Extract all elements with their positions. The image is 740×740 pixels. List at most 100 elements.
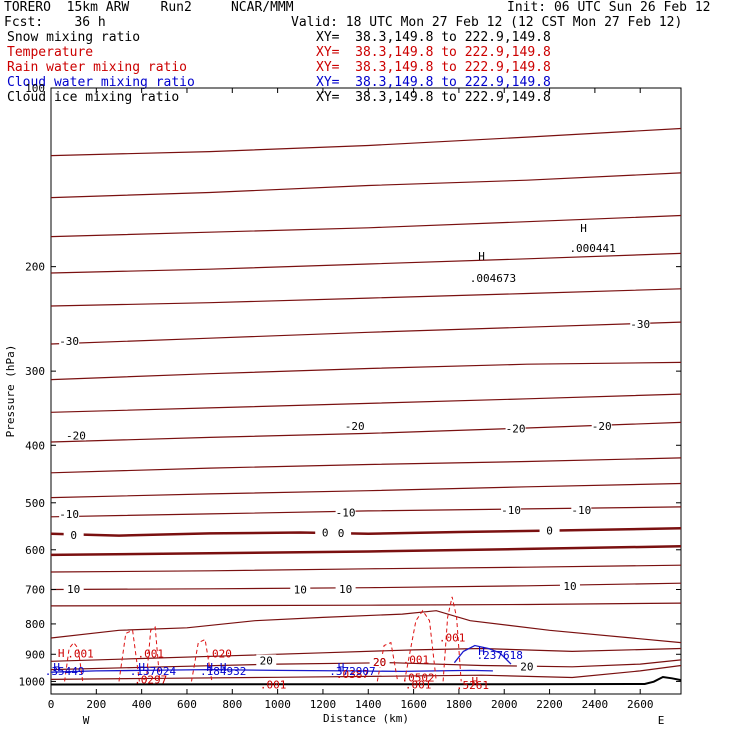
- isotherm-label: 10: [294, 584, 307, 597]
- cloud-ice-max: H: [478, 250, 485, 263]
- isotherm-label-bg: [501, 503, 522, 515]
- isotherm-label: -10: [336, 506, 356, 519]
- y-tick-label: 900: [25, 648, 45, 661]
- model-title: TORERO 15km ARW Run2 NCAR/MMM: [4, 0, 294, 15]
- isotherm-label-bg: [630, 318, 651, 330]
- y-tick-label: 1000: [19, 675, 46, 688]
- isotherm-label-bg: [63, 529, 84, 541]
- isotherm-label: 0: [70, 529, 77, 542]
- isotherm-label: -30: [630, 318, 650, 331]
- isotherm-label-bg: [65, 429, 86, 441]
- x-tick-label: 2200: [536, 698, 563, 711]
- cloud-water-max: H: [53, 661, 60, 674]
- rain-water-label: .0297: [134, 673, 167, 686]
- isotherm-line: [50, 582, 682, 591]
- x-tick-label: 400: [132, 698, 152, 711]
- field-name-cloud-ice: Cloud ice mixing ratio: [7, 90, 180, 105]
- isotherm-label-bg: [591, 419, 612, 431]
- y-tick-label: 700: [25, 584, 45, 597]
- isotherm-label-bg: [335, 583, 356, 595]
- isotherm-label: -10: [501, 504, 521, 517]
- isotherm-line: [50, 288, 682, 307]
- isotherm-label: -30: [59, 335, 79, 348]
- cloud-water-label: .372907: [329, 665, 375, 678]
- field-xy-cloud-water: XY= 38.3,149.8 to 222.9,149.8: [316, 75, 551, 90]
- rain-water-label: .001: [439, 632, 466, 645]
- rain-water-label: .020: [205, 647, 232, 660]
- x-tick-label: 2600: [627, 698, 654, 711]
- isotherm-label: -20: [66, 429, 86, 442]
- valid-time: Valid: 18 UTC Mon 27 Feb 12 (12 CST Mon …: [291, 15, 683, 30]
- field-name-rain: Rain water mixing ratio: [7, 60, 188, 75]
- isotherm-line: [50, 252, 682, 274]
- isotherm-line: [50, 564, 682, 573]
- isotherm-line: [50, 172, 682, 199]
- isotherm-label: -20: [506, 423, 526, 436]
- cloud-water-max: H: [338, 661, 345, 674]
- rain-water-label: .001: [137, 647, 164, 660]
- init-time: Init: 06 UTC Sun 26 Feb 12: [507, 0, 711, 15]
- x-tick-label: 0: [48, 698, 55, 711]
- isotherm-label: 20: [260, 654, 273, 667]
- rain-water-label: 20: [373, 656, 386, 669]
- isotherm-label-bg: [559, 580, 580, 592]
- isotherm-label: -20: [592, 420, 612, 433]
- isotherm-label-bg: [539, 524, 560, 536]
- rain-water-max: H: [58, 647, 65, 660]
- isotherm-label-bg: [315, 526, 336, 538]
- terrain-line: [50, 675, 682, 686]
- isotherm-label-bg: [571, 503, 592, 515]
- isotherm-line: [50, 647, 682, 662]
- isotherm-label-bg: [63, 582, 84, 594]
- rain-water-label: .001: [260, 679, 287, 692]
- cloud-water-max: H: [206, 661, 213, 674]
- cloud-water-label: .35449: [45, 665, 85, 678]
- isotherm-label: 0: [322, 526, 329, 539]
- cloud-water-label: .137024: [130, 665, 177, 678]
- isotherm-label-bg: [256, 654, 277, 666]
- isotherm-line: [50, 664, 682, 680]
- rain-water-label: .5261: [456, 679, 489, 692]
- isotherm-line: [50, 482, 682, 499]
- isotherm-label: 0: [546, 525, 553, 538]
- rain-water-label: .001: [403, 654, 430, 667]
- cloud-ice-max: H: [580, 222, 587, 235]
- isotherm-line: [50, 545, 682, 557]
- x-tick-label: 600: [177, 698, 197, 711]
- endpoint-right-label: E: [658, 714, 665, 727]
- y-tick-label: 500: [25, 497, 45, 510]
- rain-water-contour: [442, 596, 462, 682]
- isotherm-line: [50, 457, 682, 474]
- rain-water-max: H: [471, 675, 478, 688]
- x-tick-label: 1800: [446, 698, 473, 711]
- isotherm-label: -10: [571, 504, 591, 517]
- field-name-temperature: Temperature: [7, 45, 94, 60]
- rain-water-contour: [376, 641, 399, 682]
- isotherm-label-bg: [516, 660, 537, 672]
- rain-water-contour: [404, 609, 437, 682]
- cloud-water-label: .184932: [200, 665, 246, 678]
- field-xy-snow: XY= 38.3,149.8 to 222.9,149.8: [316, 30, 551, 45]
- isotherm-label: 10: [563, 580, 576, 593]
- y-tick-label: 400: [25, 439, 45, 452]
- field-xy-cloud-ice: XY= 38.3,149.8 to 222.9,149.8: [316, 90, 551, 105]
- isotherm-line: [50, 421, 682, 443]
- rain-water-label: .001: [67, 647, 94, 660]
- x-tick-label: 2400: [582, 698, 609, 711]
- isotherm-label-bg: [290, 583, 311, 595]
- isotherm-line: [50, 361, 682, 381]
- field-name-snow: Snow mixing ratio: [7, 30, 141, 45]
- rain-water-label: .0387: [336, 668, 369, 681]
- field-name-cloud-water: Cloud water mixing ratio: [7, 75, 195, 90]
- rain-water-contour: [145, 626, 161, 682]
- isotherm-label-bg: [331, 526, 352, 538]
- cloud-ice-max: .000441: [569, 242, 615, 255]
- rain-water-label: .001: [405, 679, 432, 692]
- x-tick-label: 2000: [491, 698, 518, 711]
- isotherm-line: [50, 393, 682, 413]
- isotherm-label-bg: [344, 419, 365, 431]
- plot-frame: [50, 87, 682, 695]
- cloud-water-max: H: [220, 661, 227, 674]
- rain-water-contour: [118, 629, 140, 682]
